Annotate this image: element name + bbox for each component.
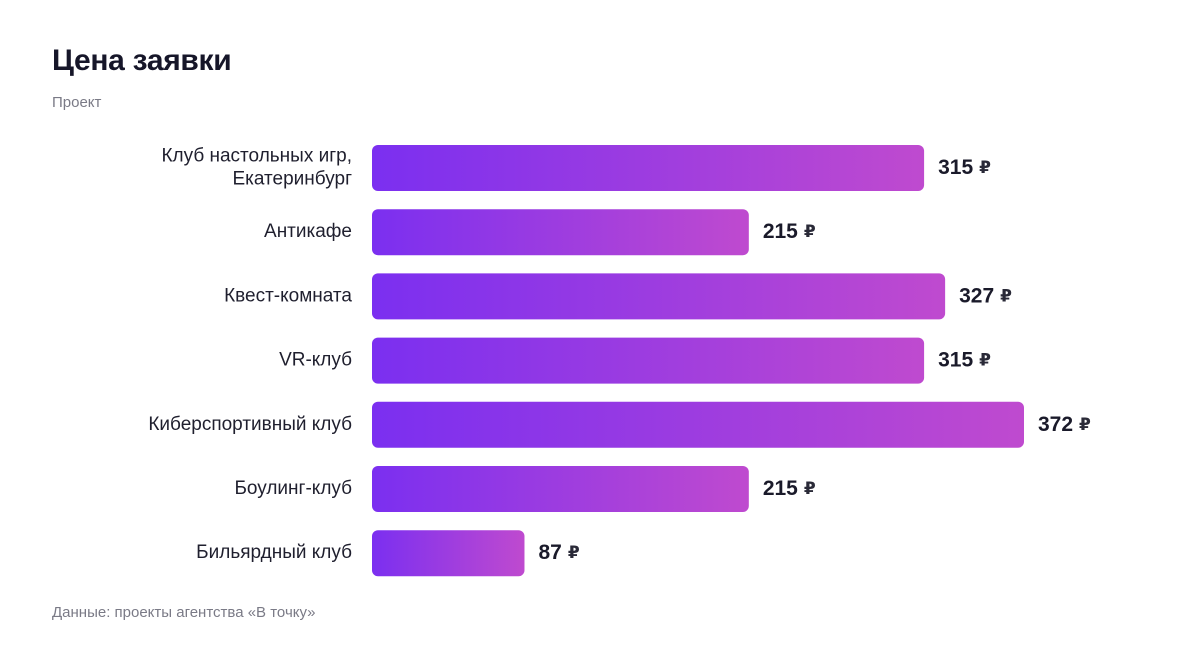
- bar-row: Клуб настольных игр, Екатеринбург 315 ₽: [161, 145, 991, 191]
- category-label-line: Квест-комната: [224, 285, 352, 306]
- value-number: 215: [763, 220, 798, 243]
- category-label-line: Боулинг-клуб: [234, 478, 352, 499]
- value-label: 215 ₽: [763, 220, 816, 243]
- value-number: 87: [538, 541, 561, 564]
- bar-row: Антикафе 215 ₽: [264, 209, 816, 256]
- bar: [372, 209, 749, 256]
- value-unit: ₽: [804, 222, 816, 242]
- category-label: Киберспортивный клуб: [148, 414, 352, 435]
- bar: [372, 273, 946, 320]
- bar: [372, 530, 525, 577]
- value-unit: ₽: [804, 479, 816, 499]
- bar: [372, 466, 749, 512]
- chart-title: Цена заявки: [52, 44, 232, 77]
- bar-row: Боулинг-клуб 215 ₽: [234, 466, 816, 512]
- bar-row: VR-клуб 315 ₽: [279, 337, 991, 384]
- chart-subtitle: Проект: [52, 94, 102, 111]
- value-unit: ₽: [1079, 415, 1091, 435]
- value-number: 315: [938, 156, 973, 179]
- value-number: 372: [1038, 412, 1073, 435]
- category-label: Бильярдный клуб: [196, 542, 352, 563]
- value-unit: ₽: [568, 543, 580, 563]
- category-label-line: VR-клуб: [279, 350, 352, 371]
- value-label: 315 ₽: [938, 156, 991, 179]
- value-label: 315 ₽: [938, 348, 991, 371]
- bar: [372, 145, 925, 191]
- value-unit: ₽: [1000, 286, 1012, 306]
- category-label-line: Клуб настольных игр,: [161, 146, 352, 167]
- bar-row: Квест-комната 327 ₽: [224, 273, 1012, 320]
- value-number: 215: [763, 477, 798, 500]
- bar-row: Киберспортивный клуб 372 ₽: [148, 401, 1091, 448]
- category-label: Боулинг-клуб: [234, 478, 352, 499]
- bar-row: Бильярдный клуб 87 ₽: [196, 530, 580, 577]
- bar: [372, 337, 925, 384]
- category-label-line: Антикафе: [264, 221, 352, 242]
- category-label-line: Екатеринбург: [232, 169, 352, 190]
- chart-source: Данные: проекты агентства «В точку»: [52, 604, 316, 621]
- value-label: 372 ₽: [1038, 412, 1091, 435]
- value-unit: ₽: [979, 158, 991, 178]
- value-unit: ₽: [979, 351, 991, 371]
- category-label: Квест-комната: [224, 285, 352, 306]
- value-label: 215 ₽: [763, 477, 816, 500]
- value-number: 327: [959, 284, 994, 307]
- value-label: 87 ₽: [538, 541, 579, 564]
- category-label-line: Бильярдный клуб: [196, 542, 352, 563]
- value-label: 327 ₽: [959, 284, 1012, 307]
- category-label: VR-клуб: [279, 350, 352, 371]
- value-number: 315: [938, 348, 973, 371]
- category-label-line: Киберспортивный клуб: [148, 414, 352, 435]
- bar: [372, 401, 1024, 448]
- category-label: Клуб настольных игр, Екатеринбург: [161, 146, 352, 190]
- category-label: Антикафе: [264, 221, 352, 242]
